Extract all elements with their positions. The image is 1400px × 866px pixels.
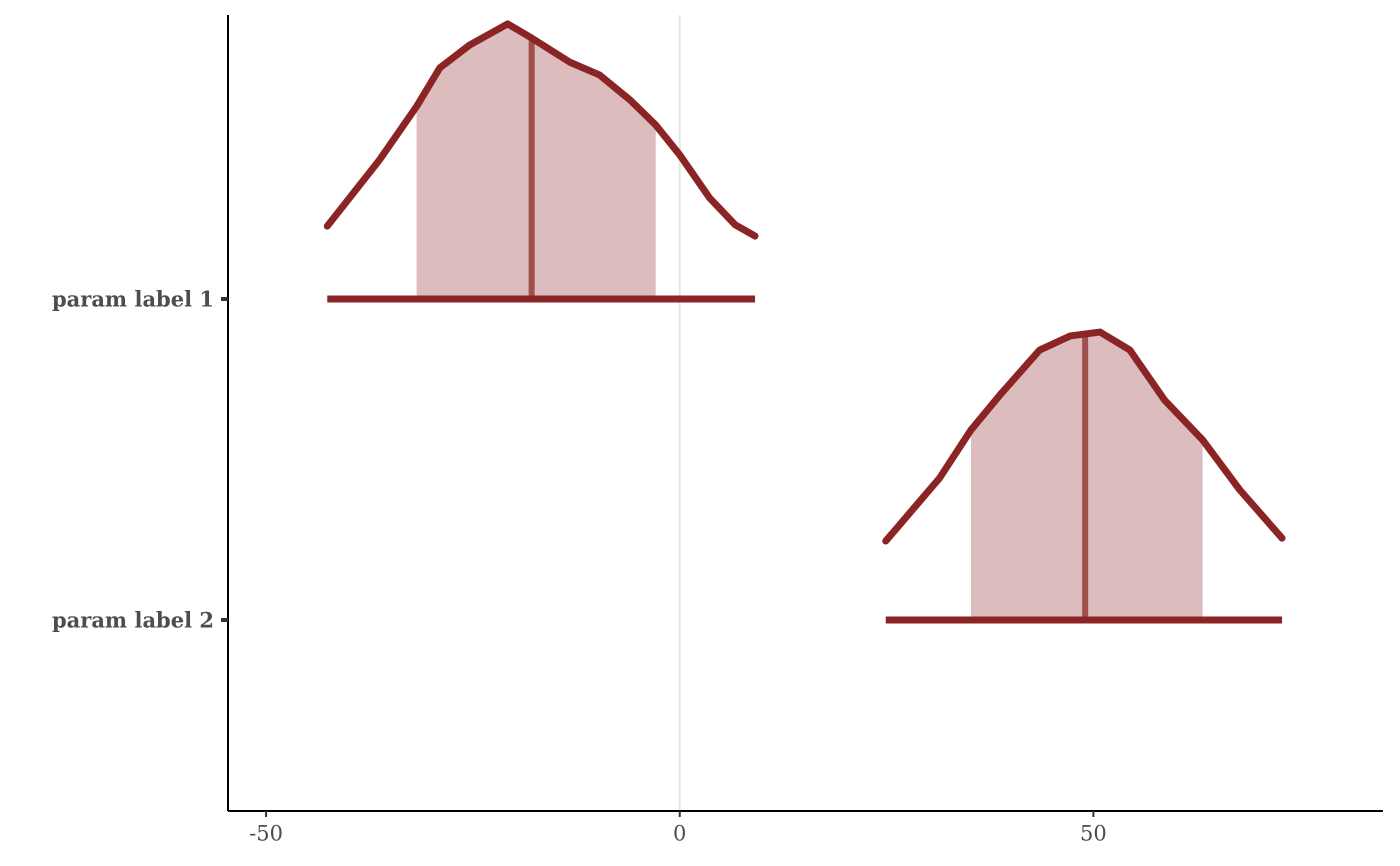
x-tick-label: 50: [1080, 822, 1107, 846]
y-tick-label: param label 2: [52, 608, 214, 633]
density-curve: [882, 328, 1286, 545]
x-tick-label: -50: [249, 822, 283, 846]
inner-interval-area: [416, 23, 656, 299]
y-tick-label: param label 1: [52, 287, 214, 312]
density-curve: [323, 20, 759, 240]
x-tick-label: 0: [673, 822, 686, 846]
